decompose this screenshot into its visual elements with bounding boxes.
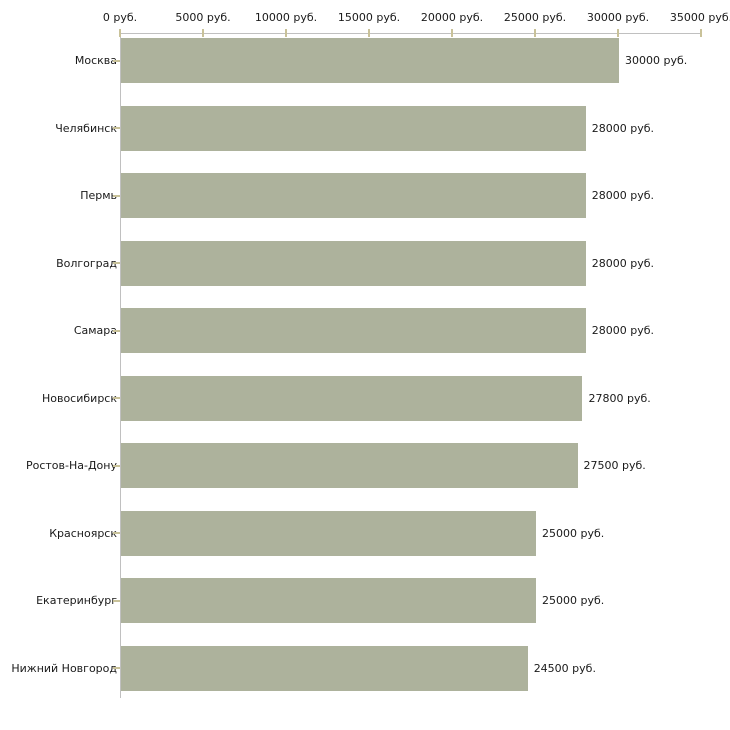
category-label: Челябинск: [55, 121, 117, 135]
category-label: Волгоград: [56, 256, 117, 270]
y-axis-tick-mark: [113, 127, 120, 129]
x-axis-tick-label: 25000 руб.: [503, 11, 567, 24]
value-label: 28000 руб.: [591, 121, 655, 135]
category-label: Москва: [74, 54, 117, 67]
value-label: 27800 руб.: [588, 391, 651, 405]
bar: [121, 38, 619, 83]
y-axis-tick-mark: [113, 532, 120, 534]
value-label: 24500 руб.: [533, 661, 596, 675]
category-label: Нижний Новгород: [11, 661, 117, 675]
category-label: Красноярск: [49, 526, 117, 540]
bar: [121, 645, 528, 691]
value-label: 27500 руб.: [583, 459, 646, 472]
x-axis-tick-label: 15000 руб.: [337, 11, 401, 24]
y-axis-tick-mark: [113, 329, 120, 332]
x-axis-tick-mark: [617, 29, 619, 37]
x-axis-tick-label: 35000 руб.: [669, 11, 730, 24]
bar-row: Екатеринбург 25000 руб.: [0, 578, 730, 623]
x-axis-tick-label: 30000 руб.: [586, 11, 650, 24]
bar-row: Челябинск 28000 руб.: [0, 105, 730, 151]
y-axis-tick-mark: [113, 599, 120, 602]
x-axis-tick-mark: [534, 29, 536, 37]
bar: [121, 578, 536, 623]
bar: [121, 173, 586, 218]
category-label: Новосибирск: [41, 391, 117, 405]
x-axis-tick-mark: [285, 29, 287, 37]
category-label: Пермь: [80, 189, 117, 202]
bar: [121, 375, 583, 421]
y-axis-tick-mark: [113, 262, 120, 264]
bar: [121, 240, 586, 286]
x-axis-line: [120, 33, 702, 34]
bar-row: Волгоград 28000 руб.: [0, 240, 730, 286]
y-axis-tick-mark: [113, 667, 120, 669]
value-label: 28000 руб.: [591, 189, 655, 202]
category-label: Ростов-На-Дону: [25, 459, 117, 472]
value-label: 28000 руб.: [591, 256, 655, 270]
x-axis-tick-mark: [451, 29, 453, 37]
y-axis-tick-mark: [113, 194, 120, 197]
x-axis-tick-label: 5000 руб.: [175, 11, 231, 24]
bar-row: Москва 30000 руб.: [0, 38, 730, 83]
bar: [121, 105, 586, 151]
bar: [121, 308, 586, 353]
y-axis-tick-mark: [113, 464, 120, 467]
value-label: 28000 руб.: [591, 324, 655, 337]
bar-row: Нижний Новгород 24500 руб.: [0, 645, 730, 691]
x-axis-tick-mark: [119, 29, 121, 37]
category-label: Екатеринбург: [36, 594, 117, 607]
y-axis-tick-mark: [113, 59, 120, 62]
bar-row: Красноярск 25000 руб.: [0, 510, 730, 556]
bar-row: Новосибирск 27800 руб.: [0, 375, 730, 421]
x-axis-tick-label: 0 руб.: [102, 11, 138, 24]
bar-row: Ростов-На-Дону 27500 руб.: [0, 443, 730, 488]
value-label: 30000 руб.: [625, 54, 688, 67]
y-axis-tick-mark: [113, 397, 120, 399]
x-axis-tick-label: 20000 руб.: [420, 11, 484, 24]
x-axis-tick-mark: [700, 29, 702, 37]
bar: [121, 510, 536, 556]
value-label: 25000 руб.: [542, 526, 605, 540]
x-axis-tick-label: 10000 руб.: [254, 11, 318, 24]
value-label: 25000 руб.: [542, 594, 605, 607]
x-axis-tick-mark: [202, 29, 204, 37]
bar-row: Самара 28000 руб.: [0, 308, 730, 353]
x-axis-tick-mark: [368, 29, 370, 37]
y-axis-line: [120, 33, 121, 698]
bar: [121, 443, 578, 488]
category-label: Самара: [73, 324, 117, 337]
bar-row: Пермь 28000 руб.: [0, 173, 730, 218]
